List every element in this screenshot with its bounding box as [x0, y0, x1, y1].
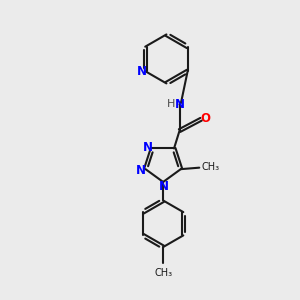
- Text: N: N: [158, 180, 168, 193]
- Text: H: H: [167, 99, 176, 109]
- Text: N: N: [136, 65, 147, 78]
- Text: N: N: [175, 98, 184, 111]
- Text: O: O: [201, 112, 211, 124]
- Text: CH₃: CH₃: [154, 268, 172, 278]
- Text: N: N: [136, 164, 146, 177]
- Text: CH₃: CH₃: [201, 162, 219, 172]
- Text: N: N: [143, 141, 153, 154]
